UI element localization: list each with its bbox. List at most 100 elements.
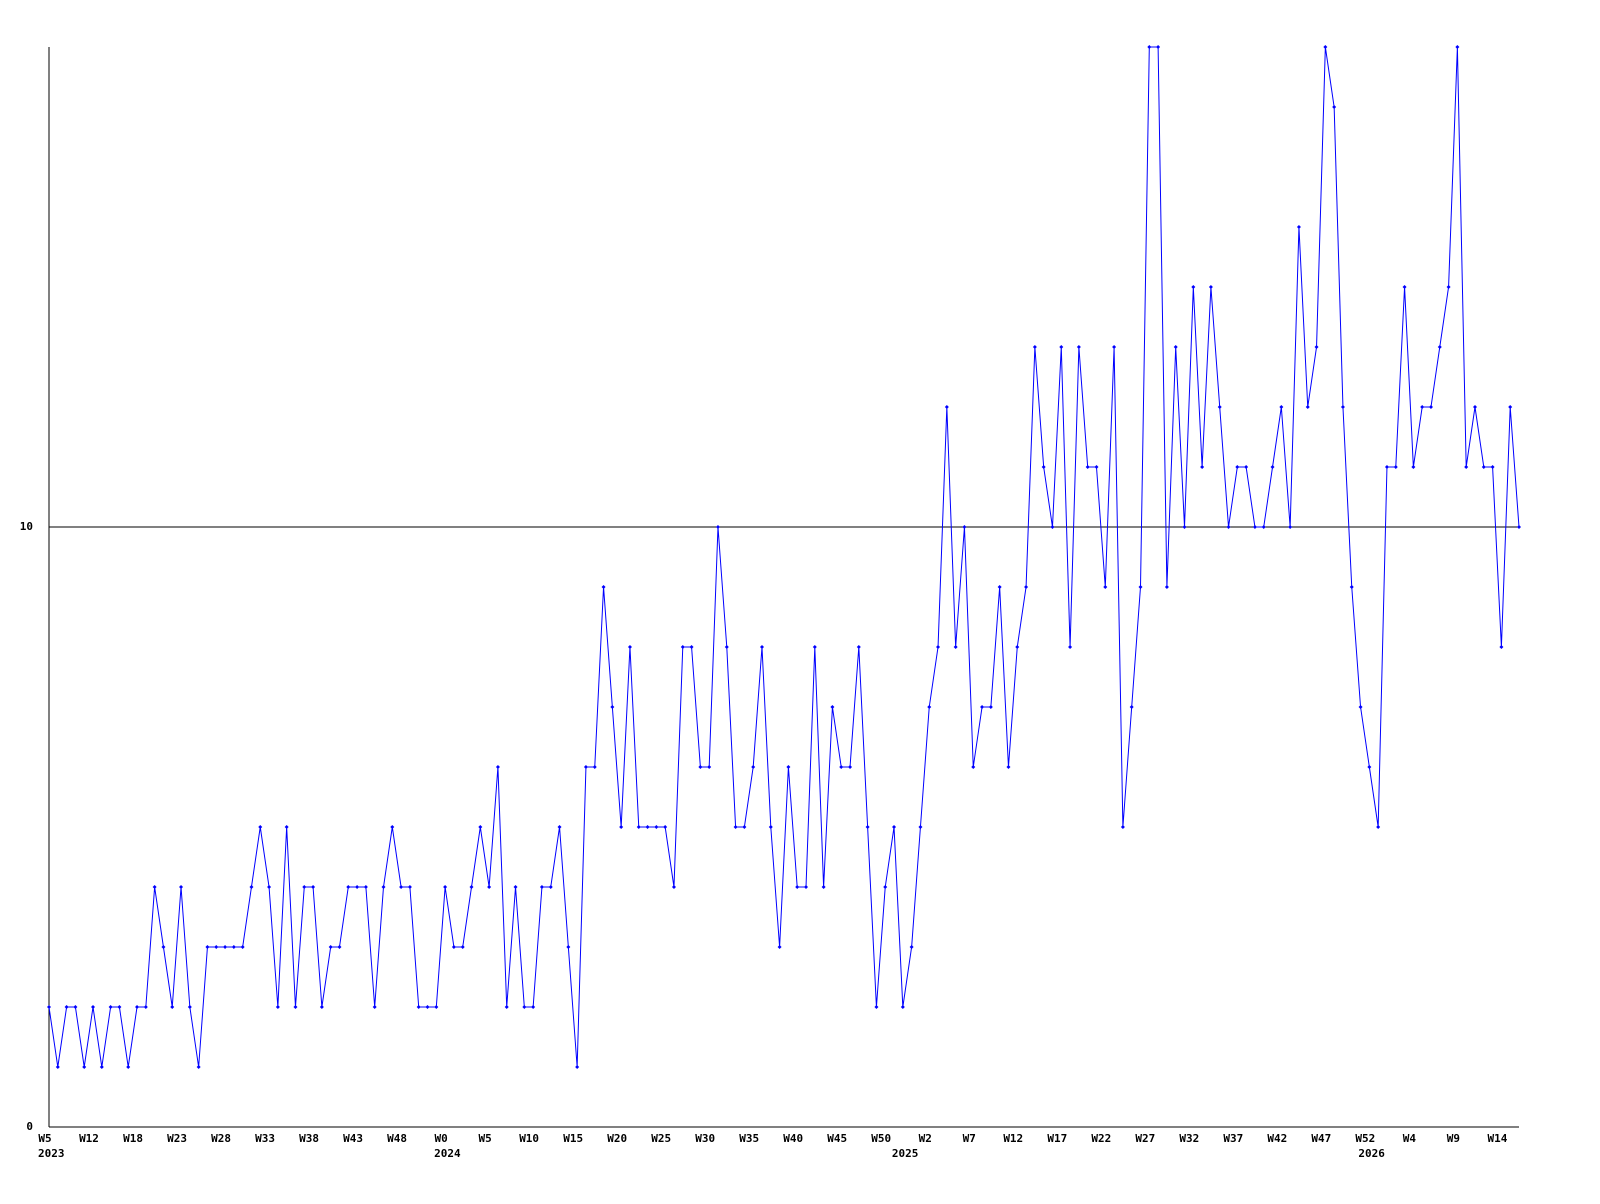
data-point bbox=[1085, 465, 1090, 469]
data-point bbox=[1059, 345, 1064, 349]
data-point bbox=[1103, 585, 1108, 589]
x-tick-label: W40 bbox=[783, 1132, 803, 1145]
data-point bbox=[1314, 345, 1319, 349]
data-point bbox=[223, 945, 228, 949]
x-year-label: 2026 bbox=[1358, 1147, 1385, 1160]
data-point bbox=[645, 825, 650, 829]
data-point bbox=[187, 1005, 192, 1009]
data-point bbox=[196, 1065, 201, 1069]
data-point bbox=[1261, 525, 1266, 529]
data-point bbox=[126, 1065, 131, 1069]
data-point bbox=[900, 1005, 905, 1009]
data-point bbox=[231, 945, 236, 949]
data-point bbox=[443, 885, 448, 889]
x-tick-label: W22 bbox=[1091, 1132, 1111, 1145]
data-point bbox=[302, 885, 307, 889]
data-point bbox=[698, 765, 703, 769]
data-point bbox=[407, 885, 412, 889]
data-point bbox=[1508, 405, 1513, 409]
data-point bbox=[733, 825, 738, 829]
data-point bbox=[73, 1005, 78, 1009]
data-point bbox=[152, 885, 157, 889]
data-point bbox=[1472, 405, 1477, 409]
data-point bbox=[795, 885, 800, 889]
data-point bbox=[135, 1005, 140, 1009]
x-tick-label: W42 bbox=[1267, 1132, 1287, 1145]
data-point bbox=[1094, 465, 1099, 469]
x-tick-label: W47 bbox=[1311, 1132, 1331, 1145]
data-point bbox=[1349, 585, 1354, 589]
data-point bbox=[284, 825, 289, 829]
data-point bbox=[1464, 465, 1469, 469]
data-point bbox=[1428, 405, 1433, 409]
data-point bbox=[311, 885, 316, 889]
y-tick-label: 0 bbox=[26, 1120, 33, 1133]
data-point bbox=[381, 885, 386, 889]
data-point bbox=[504, 1005, 509, 1009]
data-point bbox=[275, 1005, 280, 1009]
data-point bbox=[1068, 645, 1073, 649]
data-point bbox=[671, 885, 676, 889]
data-point bbox=[460, 945, 465, 949]
data-point bbox=[1446, 285, 1451, 289]
x-tick-label: W5 bbox=[38, 1132, 51, 1145]
data-point bbox=[971, 765, 976, 769]
data-point bbox=[1200, 465, 1205, 469]
x-tick-label: W12 bbox=[79, 1132, 99, 1145]
data-point bbox=[451, 945, 456, 949]
data-point bbox=[1032, 345, 1037, 349]
data-point bbox=[258, 825, 263, 829]
data-point bbox=[1252, 525, 1257, 529]
data-point bbox=[1182, 525, 1187, 529]
data-point bbox=[1173, 345, 1178, 349]
data-point bbox=[319, 1005, 324, 1009]
y-tick-label: 10 bbox=[20, 520, 33, 533]
data-point bbox=[812, 645, 817, 649]
data-point bbox=[416, 1005, 421, 1009]
data-point bbox=[1402, 285, 1407, 289]
data-point bbox=[575, 1065, 580, 1069]
data-point bbox=[918, 825, 923, 829]
data-point bbox=[267, 885, 272, 889]
x-tick-label: W23 bbox=[167, 1132, 187, 1145]
data-point bbox=[927, 705, 932, 709]
x-tick-label: W17 bbox=[1047, 1132, 1067, 1145]
data-point bbox=[1296, 225, 1301, 229]
data-point bbox=[1411, 465, 1416, 469]
x-tick-label: W37 bbox=[1223, 1132, 1243, 1145]
data-point bbox=[759, 645, 764, 649]
data-point bbox=[583, 765, 588, 769]
data-point bbox=[874, 1005, 879, 1009]
data-point bbox=[1112, 345, 1117, 349]
data-point bbox=[539, 885, 544, 889]
x-tick-label: W18 bbox=[123, 1132, 143, 1145]
data-point bbox=[1340, 405, 1345, 409]
data-point bbox=[1156, 45, 1161, 49]
x-tick-label: W32 bbox=[1179, 1132, 1199, 1145]
data-point bbox=[205, 945, 210, 949]
x-tick-label: W27 bbox=[1135, 1132, 1155, 1145]
data-point bbox=[997, 585, 1002, 589]
x-tick-label: W9 bbox=[1447, 1132, 1460, 1145]
data-point bbox=[1517, 525, 1521, 529]
data-point bbox=[1006, 765, 1011, 769]
data-point bbox=[1024, 585, 1029, 589]
data-point bbox=[469, 885, 474, 889]
data-point bbox=[821, 885, 826, 889]
data-point bbox=[1076, 345, 1081, 349]
data-point bbox=[1305, 405, 1310, 409]
data-point bbox=[566, 945, 571, 949]
x-year-label: 2023 bbox=[38, 1147, 65, 1160]
data-point bbox=[1129, 705, 1134, 709]
data-point bbox=[724, 645, 729, 649]
data-point bbox=[1270, 465, 1275, 469]
data-point bbox=[1323, 45, 1328, 49]
data-point bbox=[249, 885, 254, 889]
data-point bbox=[848, 765, 853, 769]
x-tick-label: W33 bbox=[255, 1132, 275, 1145]
data-point bbox=[856, 645, 861, 649]
x-tick-label: W12 bbox=[1003, 1132, 1023, 1145]
data-point bbox=[707, 765, 712, 769]
